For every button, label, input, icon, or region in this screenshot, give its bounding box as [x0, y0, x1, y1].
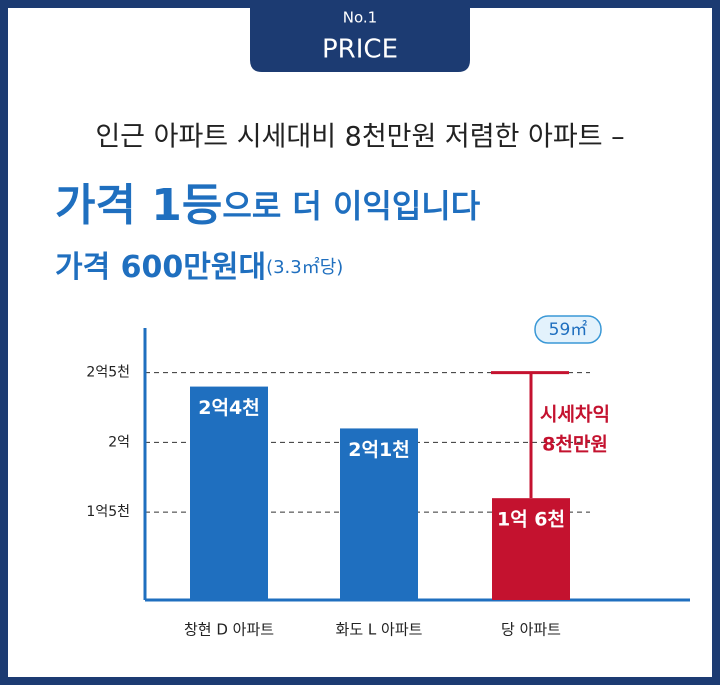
- badge-number: No.1: [343, 9, 377, 27]
- headline-1: 인근 아파트 시세대비 8천만원 저렴한 아파트 –: [95, 122, 624, 153]
- size-badge: 59㎡: [549, 320, 588, 340]
- y-tick-label: 2억: [108, 434, 130, 450]
- headline-3-note: (3.3㎡당): [266, 256, 343, 278]
- value-label: 1억 6천: [497, 509, 565, 531]
- value-label: 2억4천: [198, 397, 259, 419]
- annotation: 8천만원: [542, 434, 608, 456]
- bar: [492, 498, 570, 600]
- headline-3: 가격 600만원대(3.3㎡당): [55, 250, 343, 285]
- badge-title: PRICE: [322, 35, 398, 65]
- bar: [190, 386, 268, 600]
- badge-bg: [250, 0, 470, 72]
- value-label: 2억1천: [348, 439, 409, 461]
- size-badge-bg: [534, 315, 602, 344]
- headline-3-emphasis: 가격 600만원대: [55, 250, 266, 285]
- y-tick-label: 2억5천: [86, 365, 130, 381]
- annotation: 시세차익: [540, 404, 610, 426]
- x-tick-label: 창현 D 아파트: [184, 621, 274, 639]
- headline-2-rest: 으로 더 이익입니다: [222, 187, 480, 225]
- bar: [340, 428, 418, 600]
- headline-2-emphasis: 가격 1등: [55, 180, 222, 231]
- x-tick-label: 당 아파트: [501, 621, 561, 639]
- headline-2: 가격 1등으로 더 이익입니다: [55, 180, 481, 231]
- y-tick-label: 1억5천: [86, 504, 130, 520]
- x-tick-label: 화도 L 아파트: [336, 621, 423, 639]
